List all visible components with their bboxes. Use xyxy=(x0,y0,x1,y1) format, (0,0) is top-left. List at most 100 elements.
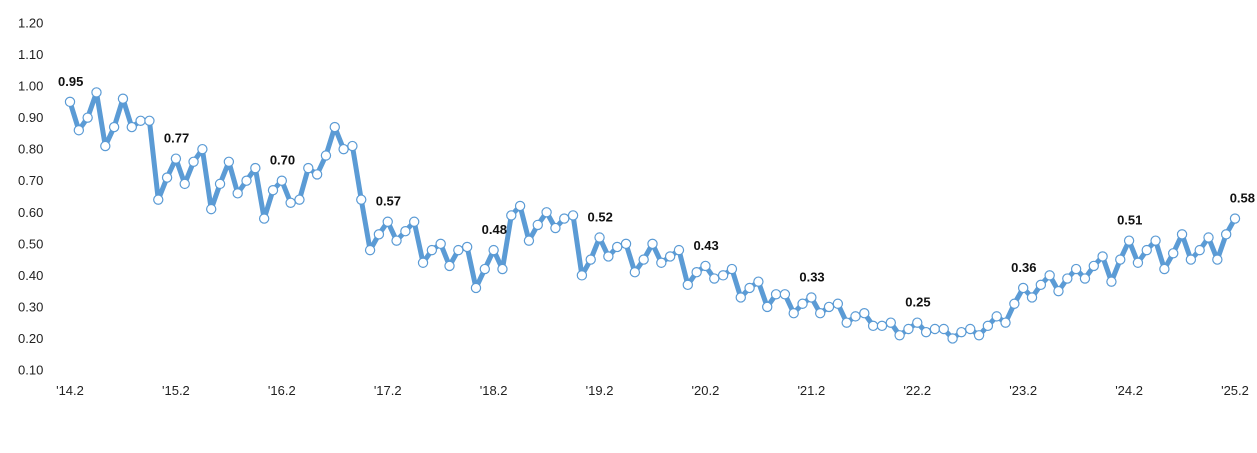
data-point xyxy=(1044,270,1055,281)
data-point xyxy=(303,162,314,174)
data-point xyxy=(73,125,85,136)
data-point xyxy=(320,150,332,161)
data-point xyxy=(1212,254,1223,265)
data-point xyxy=(1132,257,1144,268)
data-point xyxy=(991,311,1002,322)
data-point xyxy=(1017,282,1029,294)
data-point xyxy=(1194,244,1205,256)
x-tick-label: '23.2 xyxy=(1009,383,1037,398)
data-point xyxy=(1220,229,1232,240)
data-point xyxy=(859,308,870,319)
x-tick-label: '14.2 xyxy=(56,383,84,398)
data-point xyxy=(1141,244,1152,256)
data-point xyxy=(188,156,199,167)
data-point xyxy=(1229,213,1241,224)
data-point xyxy=(364,244,376,256)
data-point xyxy=(135,115,146,126)
x-tick-label: '24.2 xyxy=(1115,383,1143,398)
data-point xyxy=(426,244,438,256)
data-point xyxy=(1062,273,1073,284)
data-point xyxy=(117,93,129,104)
data-label: 0.77 xyxy=(164,131,189,146)
data-point xyxy=(197,143,208,155)
data-point xyxy=(241,175,252,186)
x-tick-label: '18.2 xyxy=(480,383,508,398)
x-tick-label: '19.2 xyxy=(586,383,614,398)
data-point xyxy=(753,276,764,287)
data-point xyxy=(100,140,111,152)
data-point xyxy=(912,317,923,328)
data-point xyxy=(850,311,861,322)
y-tick-label: 1.00 xyxy=(18,79,43,94)
data-point xyxy=(461,241,473,253)
data-point xyxy=(1150,235,1161,246)
data-label: 0.58 xyxy=(1230,191,1255,206)
y-axis-labels: 0.10 0.20 0.30 0.40 0.50 0.60 0.70 0.80 0.90 1.00… xyxy=(18,16,43,378)
x-tick-label: '21.2 xyxy=(797,383,825,398)
data-label: 0.36 xyxy=(1011,260,1036,275)
data-point xyxy=(594,232,605,243)
data-point xyxy=(814,308,826,319)
data-point xyxy=(400,225,411,237)
y-tick-label: 0.40 xyxy=(18,268,43,283)
data-point xyxy=(629,267,641,278)
data-point xyxy=(823,301,835,313)
data-point xyxy=(206,203,217,215)
data-point xyxy=(532,219,543,231)
y-tick-label: 0.90 xyxy=(18,110,43,125)
data-point xyxy=(620,238,632,250)
data-point xyxy=(1026,292,1038,303)
data-label: 0.70 xyxy=(270,153,295,168)
data-point xyxy=(347,140,358,152)
data-point xyxy=(541,207,552,218)
data-point xyxy=(144,115,155,126)
data-point xyxy=(470,282,482,294)
data-point xyxy=(1185,254,1197,265)
data-point xyxy=(506,210,517,221)
data-point xyxy=(709,273,720,284)
data-point xyxy=(1009,298,1020,309)
y-tick-label: 0.10 xyxy=(18,363,43,378)
data-point xyxy=(1106,276,1117,287)
data-point xyxy=(656,257,667,268)
data-point xyxy=(91,87,102,98)
data-point xyxy=(1203,232,1214,243)
y-tick-label: 0.20 xyxy=(18,331,43,346)
data-point xyxy=(682,279,694,291)
data-point xyxy=(612,241,623,253)
data-label: 0.52 xyxy=(588,210,613,225)
data-label: 0.95 xyxy=(58,74,83,89)
series-group xyxy=(64,87,1241,344)
data-point xyxy=(82,112,93,123)
data-point xyxy=(1079,273,1091,284)
data-point xyxy=(903,323,914,335)
data-point xyxy=(867,320,879,332)
data-point xyxy=(1035,279,1047,291)
data-label: 0.33 xyxy=(799,269,824,284)
data-point xyxy=(409,216,420,227)
data-point xyxy=(559,213,570,224)
data-point xyxy=(523,235,535,246)
data-point xyxy=(700,260,711,272)
data-point xyxy=(550,222,561,234)
data-point xyxy=(585,254,596,265)
x-tick-label: '16.2 xyxy=(268,383,296,398)
y-tick-label: 0.70 xyxy=(18,173,43,188)
data-point xyxy=(576,270,588,281)
data-point xyxy=(956,326,967,338)
x-tick-label: '20.2 xyxy=(692,383,720,398)
data-point xyxy=(338,143,349,155)
data-point xyxy=(982,320,994,332)
data-point xyxy=(294,194,305,205)
data-point xyxy=(744,282,755,294)
data-label: 0.43 xyxy=(693,238,718,253)
data-point xyxy=(250,162,261,174)
data-point xyxy=(64,96,76,108)
data-point xyxy=(1088,260,1099,272)
data-point xyxy=(929,323,941,335)
data-label: 0.25 xyxy=(905,295,930,310)
data-point xyxy=(214,178,226,190)
data-point xyxy=(947,333,958,344)
data-point xyxy=(232,188,243,199)
data-point xyxy=(603,251,614,262)
